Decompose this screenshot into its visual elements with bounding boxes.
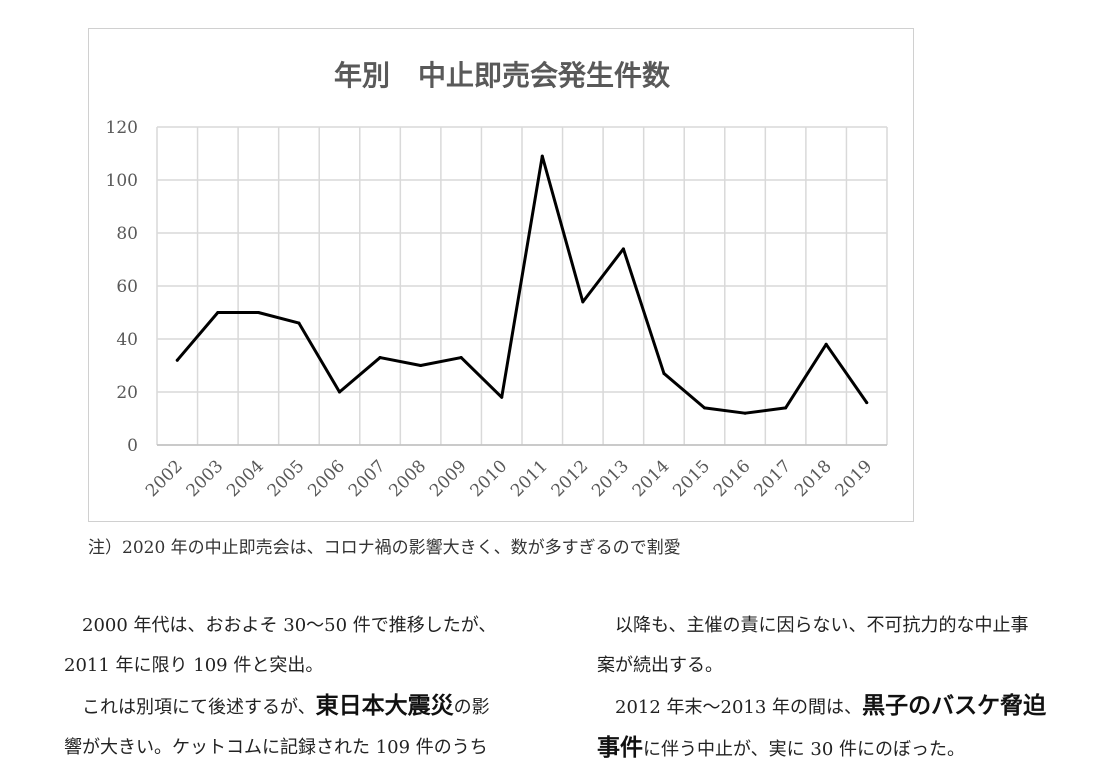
data-point xyxy=(581,300,585,304)
x-tick-label: 2013 xyxy=(588,456,633,501)
series-line xyxy=(175,154,869,415)
x-tick-label: 2002 xyxy=(142,456,187,501)
data-point xyxy=(743,411,747,415)
data-point xyxy=(216,311,220,314)
body-column-left: 2000 年代は、おおよそ 30～50 件で推移したが、 2011 年に限り 1… xyxy=(64,606,554,768)
x-tick-label: 2019 xyxy=(832,456,877,501)
data-point xyxy=(500,395,504,399)
data-point xyxy=(459,356,463,360)
x-tick-label: 2006 xyxy=(304,456,349,501)
x-tick-label: 2009 xyxy=(426,456,471,501)
x-tick-label: 2014 xyxy=(629,456,674,501)
y-tick-label: 20 xyxy=(116,383,138,403)
paragraph-line: 響が大きい。ケットコムに記録された 109 件のうち xyxy=(64,737,488,758)
data-point xyxy=(378,356,382,360)
emphasis-text: 事件 xyxy=(597,735,643,761)
chart-container: 年別 中止即売会発生件数 0 20 40 60 80 100 120 2002 2003 2004… xyxy=(88,28,914,522)
data-point xyxy=(784,406,788,410)
data-point xyxy=(419,364,423,367)
y-tick-label: 40 xyxy=(116,330,138,350)
x-tick-label: 2003 xyxy=(183,456,228,501)
data-point xyxy=(175,358,179,362)
x-tick-label: 2015 xyxy=(669,456,714,501)
x-tick-label: 2008 xyxy=(385,456,430,501)
chart-note: 注）2020 年の中止即売会は、コロナ禍の影響大きく、数が多すぎるので割愛 xyxy=(88,538,681,558)
x-tick-label: 2018 xyxy=(791,456,836,501)
data-point xyxy=(540,154,544,158)
paragraph-line: 案が続出する。 xyxy=(597,655,723,676)
paragraph-line: 2012 年末～2013 年の間は、黒子のバスケ脅迫 xyxy=(615,693,1047,719)
x-tick-label: 2010 xyxy=(467,456,512,501)
paragraph-line: これは別項にて後述するが、東日本大震災の影 xyxy=(82,693,490,719)
y-tick-label: 80 xyxy=(116,224,138,244)
paragraph-line: 以降も、主催の責に因らない、不可抗力的な中止事 xyxy=(615,615,1029,636)
data-point xyxy=(662,371,666,375)
x-tick-label: 2012 xyxy=(548,456,593,501)
y-tick-label: 100 xyxy=(106,171,138,191)
data-point xyxy=(703,406,706,410)
x-tick-label: 2004 xyxy=(223,456,268,501)
x-tick-label: 2011 xyxy=(507,456,552,501)
data-point xyxy=(824,342,828,346)
data-point xyxy=(297,321,301,325)
y-tick-label: 0 xyxy=(127,436,138,456)
chart-title: 年別 中止即売会発生件数 xyxy=(334,59,671,92)
x-tick-label: 2005 xyxy=(264,456,309,501)
emphasis-text: 黒子のバスケ脅迫 xyxy=(862,693,1047,719)
y-tick-label: 60 xyxy=(116,277,138,297)
emphasis-text: 東日本大震災 xyxy=(315,693,454,719)
body-column-right: 以降も、主催の責に因らない、不可抗力的な中止事 案が続出する。 2012 年末～… xyxy=(597,606,1087,770)
paragraph-line: 2000 年代は、おおよそ 30～50 件で推移したが、 xyxy=(82,615,497,636)
line-chart: 年別 中止即売会発生件数 0 20 40 60 80 100 120 200220032004… xyxy=(106,59,888,501)
x-tick-label: 2017 xyxy=(750,456,795,501)
paragraph-line: 2011 年に限り 109 件と突出。 xyxy=(64,655,324,676)
y-tick-label: 120 xyxy=(106,118,138,138)
paragraph-line: 事件に伴う中止が、実に 30 件にのぼった。 xyxy=(597,735,965,761)
x-tick-label: 2007 xyxy=(345,456,390,501)
data-point xyxy=(621,247,625,251)
data-point xyxy=(865,401,869,405)
x-tick-label: 2016 xyxy=(710,456,755,501)
data-point xyxy=(338,390,341,394)
data-point xyxy=(256,311,260,314)
